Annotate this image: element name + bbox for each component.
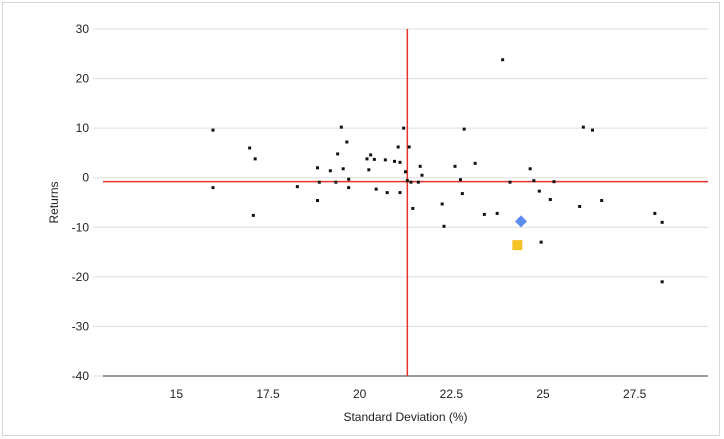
data-point: [253, 157, 257, 161]
data-point: [334, 180, 338, 184]
data-point: [578, 204, 582, 208]
data-point: [440, 202, 444, 206]
data-point: [660, 280, 664, 284]
y-tick-label: 30: [76, 22, 90, 36]
x-tick-label: 22.5: [440, 387, 464, 401]
data-point: [660, 220, 664, 224]
data-point: [473, 161, 477, 165]
data-point: [385, 191, 389, 195]
y-tick-label: 0: [82, 171, 89, 185]
y-axis-title: Returns: [47, 181, 61, 223]
data-point: [453, 164, 457, 168]
data-point: [552, 180, 556, 184]
data-point: [365, 157, 369, 161]
data-point: [411, 206, 415, 210]
data-point: [339, 125, 343, 129]
data-point: [372, 157, 376, 161]
data-point: [418, 164, 422, 168]
data-point: [442, 224, 446, 228]
data-point: [251, 213, 255, 217]
x-tick-label: 15: [170, 387, 184, 401]
x-tick-label: 27.5: [623, 387, 647, 401]
x-axis-title: Standard Deviation (%): [343, 410, 467, 424]
data-point: [528, 167, 532, 171]
data-point: [367, 168, 371, 172]
x-tick-label: 20: [353, 387, 367, 401]
data-point: [653, 211, 657, 215]
data-point: [398, 191, 402, 195]
data-point: [336, 152, 340, 156]
data-point: [369, 153, 373, 157]
data-point: [347, 177, 351, 181]
data-point: [345, 140, 349, 144]
data-point: [383, 158, 387, 162]
data-point: [416, 180, 420, 184]
data-point: [407, 145, 411, 149]
data-point: [495, 211, 499, 215]
data-point: [600, 199, 604, 203]
data-point: [404, 170, 407, 174]
data-point: [393, 159, 396, 163]
x-tick-label: 25: [536, 387, 550, 401]
data-point: [374, 187, 378, 191]
data-point: [396, 145, 400, 149]
data-point: [482, 212, 486, 216]
data-point: [347, 186, 351, 190]
data-point: [460, 192, 464, 196]
data-point: [211, 186, 215, 190]
y-tick-label: -30: [72, 319, 90, 333]
data-point: [459, 178, 462, 182]
reference-lines: [103, 29, 708, 376]
data-point: [537, 189, 541, 193]
y-tick-label: -10: [72, 220, 90, 234]
data-point: [462, 127, 466, 131]
data-point: [532, 179, 536, 183]
tick-labels: 30 20 10 0 -10 -20 -30 -40 15 17.5 20 22.5 25 27.5: [72, 22, 647, 401]
data-point: [295, 185, 299, 189]
data-point: [211, 128, 215, 132]
data-point: [501, 58, 505, 62]
y-tick-label: -20: [72, 270, 90, 284]
data-point: [398, 160, 402, 164]
diamond-point: [515, 215, 527, 228]
y-tick-label: -40: [72, 369, 90, 383]
data-point: [341, 167, 345, 171]
data-point: [402, 126, 406, 130]
data-point: [328, 169, 332, 173]
data-points: [211, 58, 664, 284]
data-point: [317, 180, 321, 184]
data-point: [405, 179, 409, 183]
data-point: [316, 166, 319, 170]
data-point: [581, 125, 585, 129]
data-point: [548, 198, 552, 202]
grid-lines: [93, 28, 708, 377]
data-point: [539, 240, 543, 244]
data-point: [316, 199, 319, 203]
x-tick-label: 17.5: [256, 387, 280, 401]
square-point: [512, 240, 523, 251]
data-point: [508, 180, 512, 184]
y-tick-label: 20: [76, 72, 90, 86]
y-tick-label: 10: [76, 121, 90, 135]
data-point: [420, 173, 424, 177]
data-point: [409, 180, 413, 184]
data-point: [248, 146, 252, 150]
data-point: [591, 128, 594, 132]
